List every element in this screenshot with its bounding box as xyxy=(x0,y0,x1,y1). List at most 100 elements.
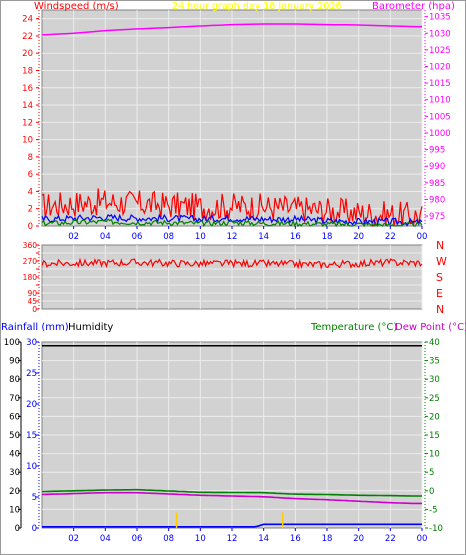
y-tick-label: 80 xyxy=(9,375,20,385)
y-tick-label: 50 xyxy=(9,431,20,441)
x-tick-label: 16 xyxy=(290,534,301,544)
barometer-line xyxy=(41,23,422,36)
direction-series xyxy=(41,257,423,270)
y-tick-label: 12 xyxy=(22,118,33,128)
chart-subtitle: 24 hour graph day 18 January 2026 xyxy=(172,1,342,12)
x-tick-label: 18 xyxy=(322,534,333,544)
y-tick-label: 1020 xyxy=(429,62,451,72)
y-tick-label: 40 xyxy=(429,338,440,348)
x-tick-label: 18 xyxy=(322,232,333,242)
y-tick-label: 360 xyxy=(23,241,38,250)
baro-label: Barometer (hpa) xyxy=(372,1,455,12)
y-tick-label: 18 xyxy=(22,66,33,76)
x-tick-label: 08 xyxy=(163,232,174,242)
x-tick-label: 22 xyxy=(385,232,396,242)
humidity-axis: 0 10 20 30 40 50 60 70 80 90 100 xyxy=(4,338,22,534)
y-tick-label: 30 xyxy=(9,468,20,478)
x-tick-label: 06 xyxy=(132,534,143,544)
x-tick-label: 22 xyxy=(385,534,396,544)
y-tick-label: -5 xyxy=(429,505,437,515)
y-tick-label: 270 xyxy=(23,257,38,266)
wind-gust-line xyxy=(41,188,423,228)
y-tick-label: 10 xyxy=(9,505,20,515)
x-tick-label: 02 xyxy=(68,232,79,242)
y-tick-label: 70 xyxy=(9,394,20,404)
y-tick-label: 10 xyxy=(429,450,440,460)
baro-axis: 975 980 985 990 995 1000 1005 1010 1015 1020 1025 1… xyxy=(424,10,451,226)
y-tick-label: 20 xyxy=(9,487,20,497)
compass-w: W xyxy=(436,255,447,268)
y-tick-label: 35 xyxy=(429,357,440,367)
y-tick-label: 8 xyxy=(28,153,33,163)
y-tick-label: 980 xyxy=(429,195,445,205)
y-tick-label: 0 xyxy=(32,524,37,534)
y-tick-label: 1000 xyxy=(429,129,451,139)
y-tick-label: 100 xyxy=(4,338,20,348)
y-tick-label: 10 xyxy=(26,462,37,472)
y-tick-label: 2 xyxy=(28,205,33,215)
y-tick-label: 1005 xyxy=(429,112,451,122)
x-tick-label: 08 xyxy=(163,534,174,544)
x-tick-label: 14 xyxy=(258,534,269,544)
x-tick-label: 00 xyxy=(417,534,428,544)
y-tick-label: 45 xyxy=(27,297,37,306)
y-tick-label: 60 xyxy=(9,412,20,422)
x-tick-label: 12 xyxy=(227,232,238,242)
x-tick-label: 04 xyxy=(100,534,111,544)
rain-axis: 0 5 10 15 20 25 30 xyxy=(26,338,40,534)
y-tick-label: 4 xyxy=(28,187,33,197)
x-tick-label: 02 xyxy=(68,534,79,544)
y-tick-label: 40 xyxy=(9,450,20,460)
x-tick-label: 14 xyxy=(258,232,269,242)
direction-grid xyxy=(42,245,423,309)
wind-series xyxy=(41,23,423,228)
y-tick-label: -10 xyxy=(429,524,443,534)
rain-label: Rainfall (mm) xyxy=(1,322,69,333)
y-tick-label: 90 xyxy=(9,357,20,367)
y-tick-label: 16 xyxy=(22,84,33,94)
dew-point-line xyxy=(41,491,422,505)
humidity-label: Humidity xyxy=(68,322,113,333)
x-tick-label: 16 xyxy=(290,232,301,242)
temp-axis: -10 -5 0 5 10 15 20 25 30 35 40 xyxy=(424,338,443,534)
wind-low-line xyxy=(41,218,423,228)
y-tick-label: 1010 xyxy=(429,96,451,106)
x-tick-label: 04 xyxy=(100,232,111,242)
y-tick-label: 6 xyxy=(28,170,33,180)
y-tick-label: 0 xyxy=(28,222,33,232)
y-tick-label: 985 xyxy=(429,179,445,189)
compass-n: N xyxy=(436,239,444,252)
y-tick-label: 1015 xyxy=(429,79,451,89)
x-tick-label: 06 xyxy=(132,232,143,242)
temp-grid xyxy=(42,342,423,528)
rainfall-line xyxy=(42,523,422,528)
y-tick-label: 20 xyxy=(26,400,37,410)
y-tick-label: 25 xyxy=(429,394,440,404)
temperature-line xyxy=(42,488,422,497)
x-tick-label: 10 xyxy=(195,534,206,544)
y-tick-label: 0 xyxy=(429,487,434,497)
temp-label: Temperature (°C) xyxy=(310,322,397,333)
y-tick-label: 10 xyxy=(22,136,33,146)
y-tick-label: 1035 xyxy=(429,13,451,23)
y-tick-label: 5 xyxy=(429,468,434,478)
wind-x-axis: 02 04 06 08 10 12 14 16 18 20 22 00 xyxy=(68,226,427,242)
x-tick-label: 20 xyxy=(353,534,364,544)
x-tick-label: 10 xyxy=(195,232,206,242)
y-tick-label: 14 xyxy=(22,101,33,111)
y-tick-label: 30 xyxy=(26,338,37,348)
temp-series xyxy=(41,344,422,528)
wind-direction-line xyxy=(41,257,423,270)
y-tick-label: 90 xyxy=(27,289,37,298)
wind-label: Windspeed (m/s) xyxy=(34,1,119,12)
x-tick-label: 12 xyxy=(227,534,238,544)
compass-n: N xyxy=(436,303,444,316)
y-tick-label: 22 xyxy=(22,32,33,42)
x-tick-label: 00 xyxy=(417,232,428,242)
dew-label: Dew Point (°C) xyxy=(395,322,466,333)
compass-s: S xyxy=(436,271,443,284)
y-tick-label: 24 xyxy=(22,15,33,25)
